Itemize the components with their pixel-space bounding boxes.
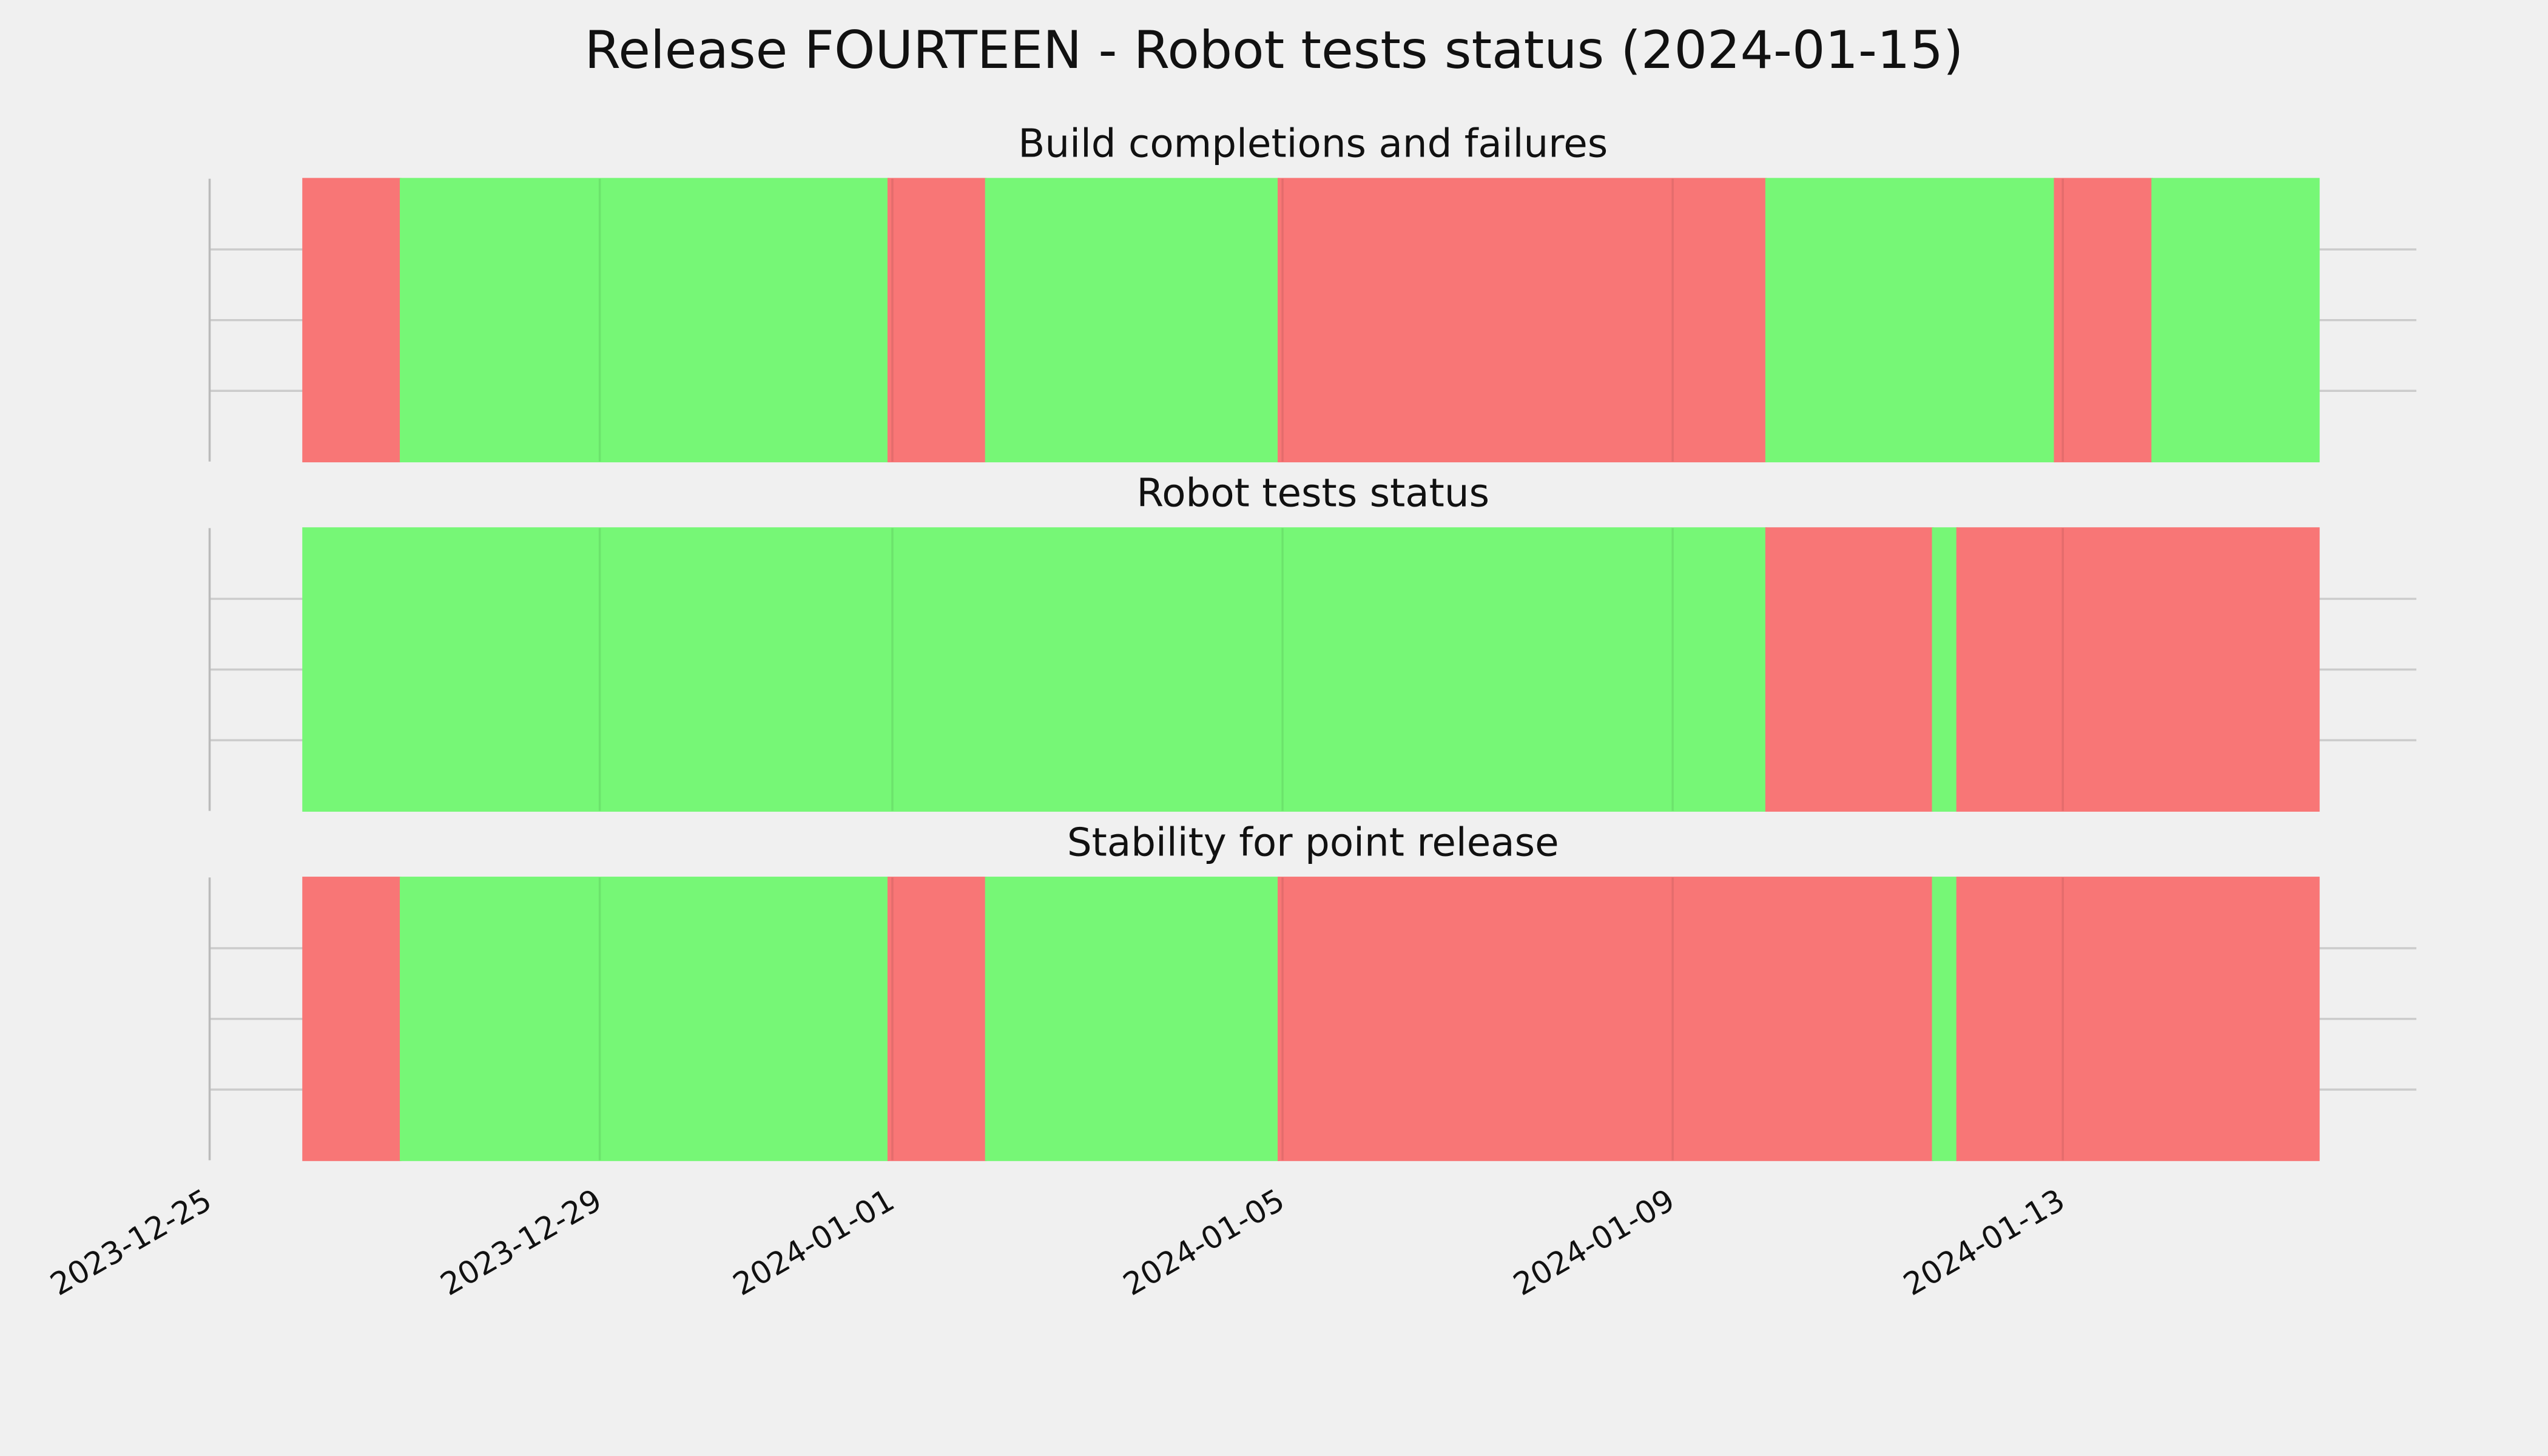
status-span bbox=[400, 178, 889, 463]
status-span bbox=[887, 877, 987, 1161]
panel-title: Build completions and failures bbox=[1018, 121, 1608, 167]
status-span bbox=[1956, 527, 2320, 812]
status-span bbox=[2054, 178, 2153, 463]
status-span bbox=[302, 877, 402, 1161]
chart-title: Release FOURTEEN - Robot tests status (2… bbox=[585, 20, 1964, 81]
status-span bbox=[302, 178, 402, 463]
panel-title: Stability for point release bbox=[1067, 820, 1559, 865]
status-span bbox=[302, 527, 1767, 812]
status-span bbox=[985, 877, 1279, 1161]
status-span bbox=[400, 877, 889, 1161]
status-span bbox=[985, 178, 1279, 463]
panel-title: Robot tests status bbox=[1136, 471, 1489, 516]
status-span bbox=[1932, 877, 1958, 1161]
status-span bbox=[1765, 178, 2056, 463]
status-span bbox=[2151, 178, 2320, 463]
status-span bbox=[887, 178, 987, 463]
status-span bbox=[1278, 877, 1934, 1161]
status-span bbox=[1932, 527, 1958, 812]
status-span bbox=[1956, 877, 2320, 1161]
status-span bbox=[1278, 178, 1767, 463]
status-span bbox=[1765, 527, 1934, 812]
